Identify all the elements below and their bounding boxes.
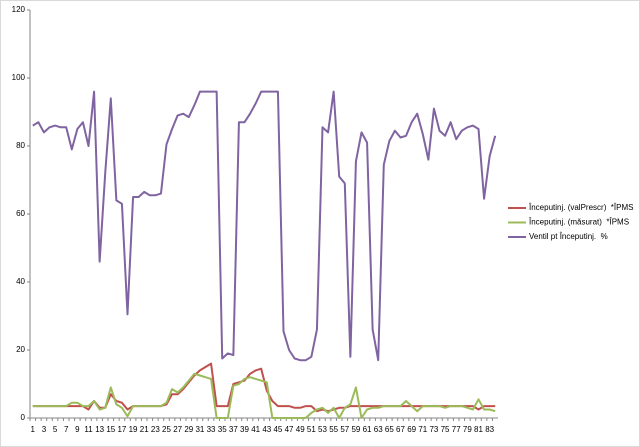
x-tick-label: 53: [318, 425, 327, 434]
x-tick-label: 73: [429, 425, 438, 434]
x-tick-label: 31: [195, 425, 204, 434]
x-tick-label: 59: [351, 425, 360, 434]
x-tick-label: 55: [329, 425, 338, 434]
x-tick-label: 65: [385, 425, 394, 434]
series-line: [32, 362, 496, 413]
legend-label: Începutinj. (valPrescr) *ÎPMS: [528, 203, 633, 212]
x-tick-label: 27: [173, 425, 182, 434]
x-tick-label: 57: [340, 425, 349, 434]
legend-label: Începutinj. (măsurat) *ÎPMS: [528, 218, 629, 227]
x-tick-label: 5: [53, 425, 58, 434]
x-tick-label: 41: [251, 425, 260, 434]
y-tick-label: 40: [16, 277, 25, 286]
x-tick-label: 13: [95, 425, 104, 434]
x-tick-label: 3: [42, 425, 47, 434]
y-tick-label: 60: [16, 209, 25, 218]
x-tick-label: 9: [75, 425, 80, 434]
series-line: [32, 90, 497, 362]
x-tick-label: 19: [129, 425, 138, 434]
y-tick-label: 120: [12, 5, 26, 14]
x-tick-label: 71: [418, 425, 427, 434]
x-tick-label: 49: [296, 425, 305, 434]
x-tick-label: 47: [285, 425, 294, 434]
x-tick-label: 69: [407, 425, 416, 434]
x-tick-label: 63: [374, 425, 383, 434]
x-tick-label: 51: [307, 425, 316, 434]
x-tick-label: 11: [84, 425, 93, 434]
x-tick-label: 7: [64, 425, 69, 434]
x-tick-label: 37: [229, 425, 238, 434]
x-tick-label: 33: [207, 425, 216, 434]
x-tick-label: 39: [240, 425, 249, 434]
x-tick-label: 83: [485, 425, 494, 434]
x-tick-label: 79: [463, 425, 472, 434]
x-tick-label: 77: [452, 425, 461, 434]
x-tick-label: 15: [106, 425, 115, 434]
x-tick-label: 45: [273, 425, 282, 434]
x-tick-label: 1: [31, 425, 36, 434]
x-tick-label: 61: [363, 425, 372, 434]
x-tick-label: 67: [396, 425, 405, 434]
x-tick-label: 23: [151, 425, 160, 434]
legend-label: Ventil pt Începutinj. %: [529, 232, 608, 241]
x-tick-label: 25: [162, 425, 171, 434]
x-tick-label: 81: [474, 425, 483, 434]
y-tick-label: 0: [21, 413, 26, 422]
x-tick-label: 75: [441, 425, 450, 434]
x-tick-label: 21: [140, 425, 149, 434]
x-tick-label: 17: [117, 425, 126, 434]
x-tick-label: 29: [184, 425, 193, 434]
x-tick-label: 43: [262, 425, 271, 434]
x-tick-label: 35: [218, 425, 227, 434]
series-line: [32, 372, 496, 419]
y-tick-label: 100: [12, 73, 26, 82]
y-tick-label: 80: [16, 141, 25, 150]
y-tick-label: 20: [16, 345, 25, 354]
